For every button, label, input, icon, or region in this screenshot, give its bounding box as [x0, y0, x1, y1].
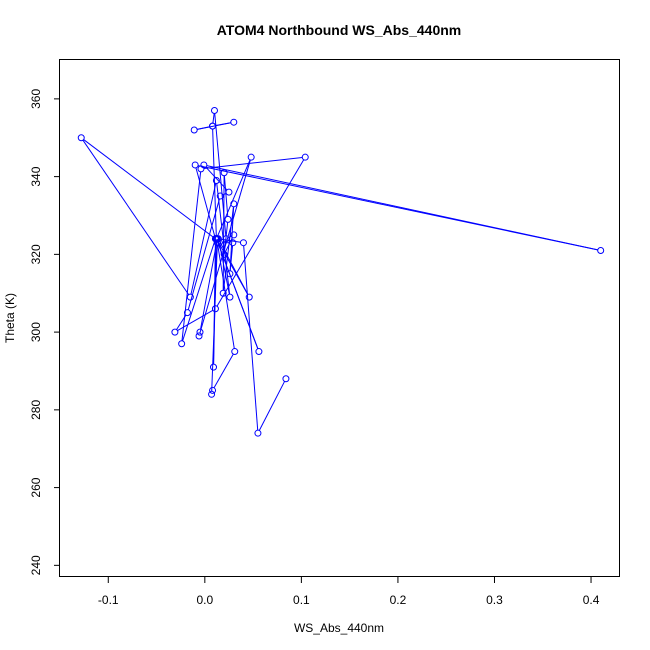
series-line-segment — [83, 139, 214, 238]
data-point — [226, 270, 234, 278]
data-point — [225, 188, 233, 196]
data-point — [191, 161, 199, 169]
data-point — [210, 107, 218, 115]
series-line-segment — [243, 245, 259, 431]
data-point — [208, 390, 216, 398]
data-point — [224, 215, 232, 223]
x-tick-label: 0.3 — [486, 593, 503, 607]
data-point — [282, 375, 290, 383]
data-point — [255, 348, 263, 356]
data-point — [212, 177, 220, 185]
y-tick-label: 300 — [29, 322, 43, 342]
x-tick-label: 0.1 — [293, 593, 310, 607]
series-line-segment — [213, 353, 234, 389]
series-line-segment — [190, 183, 217, 295]
series-line-segment — [217, 159, 251, 237]
x-tick-label: 0.4 — [583, 593, 600, 607]
x-tick-label: -0.1 — [98, 593, 119, 607]
series-line-segment — [205, 166, 228, 191]
data-point — [230, 231, 238, 239]
series-line-segment — [217, 241, 249, 295]
x-axis-label: WS_Abs_440nm — [294, 621, 384, 635]
series-line-segment — [203, 157, 303, 170]
series-line-segment — [187, 198, 220, 310]
data-point — [597, 246, 605, 254]
data-point — [301, 153, 309, 161]
x-tick-label: 0.2 — [390, 593, 407, 607]
y-tick-label: 280 — [29, 400, 43, 420]
y-tick-label: 340 — [29, 166, 43, 186]
y-tick-label: 240 — [29, 555, 43, 575]
data-point — [186, 293, 194, 301]
y-tick-label: 320 — [29, 244, 43, 264]
series-line-segment — [223, 175, 229, 217]
data-point — [210, 363, 218, 371]
series-line-segment — [198, 165, 598, 251]
x-tick-label: 0.0 — [196, 593, 213, 607]
data-point — [209, 386, 217, 394]
series-line-segment — [223, 206, 234, 291]
data-point — [230, 200, 238, 208]
series-line-segment — [212, 113, 215, 124]
data-point — [209, 122, 217, 130]
data-point — [247, 153, 255, 161]
y-axis-label: Theta (K) — [3, 293, 17, 343]
data-point — [178, 340, 186, 348]
y-axis: 240 260 280 300 320 340 360 — [29, 89, 60, 575]
series-line-segment — [177, 309, 214, 332]
data-point — [254, 429, 262, 437]
series-layer — [77, 107, 605, 437]
data-point — [171, 328, 179, 336]
data-point — [219, 289, 227, 297]
series-line-segment — [82, 139, 190, 295]
chart-title: ATOM4 Northbound WS_Abs_440nm — [217, 22, 462, 38]
data-point — [220, 169, 228, 177]
series-line-segment — [222, 175, 225, 291]
data-point — [222, 235, 230, 243]
series-line-segment — [213, 241, 216, 365]
data-point — [245, 293, 253, 301]
data-point — [200, 161, 208, 169]
data-point — [230, 118, 238, 126]
series-line-segment — [214, 113, 227, 236]
x-axis: -0.1 0.0 0.1 0.2 0.3 0.4 — [98, 577, 600, 607]
data-point — [195, 332, 203, 340]
data-point — [220, 250, 228, 258]
data-point — [196, 328, 204, 336]
series-line-segment — [200, 241, 218, 330]
data-point — [216, 192, 224, 200]
series-line-segment — [216, 159, 305, 307]
series-line-segment — [176, 314, 187, 330]
series-line-segment — [258, 381, 286, 431]
data-point — [213, 235, 221, 243]
plot-frame — [59, 59, 620, 577]
series-line-segment — [215, 122, 231, 127]
y-tick-label: 360 — [29, 89, 43, 109]
data-point — [183, 309, 191, 317]
data-point — [229, 239, 237, 247]
series-line-segment — [195, 167, 216, 237]
series-line-segment — [217, 241, 259, 349]
data-point — [213, 239, 221, 247]
data-point — [77, 134, 85, 142]
series-line-segment — [181, 171, 202, 341]
data-point — [211, 305, 219, 313]
data-point — [231, 348, 239, 356]
data-point — [190, 126, 198, 134]
data-point — [226, 293, 234, 301]
series-line-segment — [199, 159, 251, 334]
y-tick-label: 260 — [29, 477, 43, 497]
data-point — [239, 239, 247, 247]
